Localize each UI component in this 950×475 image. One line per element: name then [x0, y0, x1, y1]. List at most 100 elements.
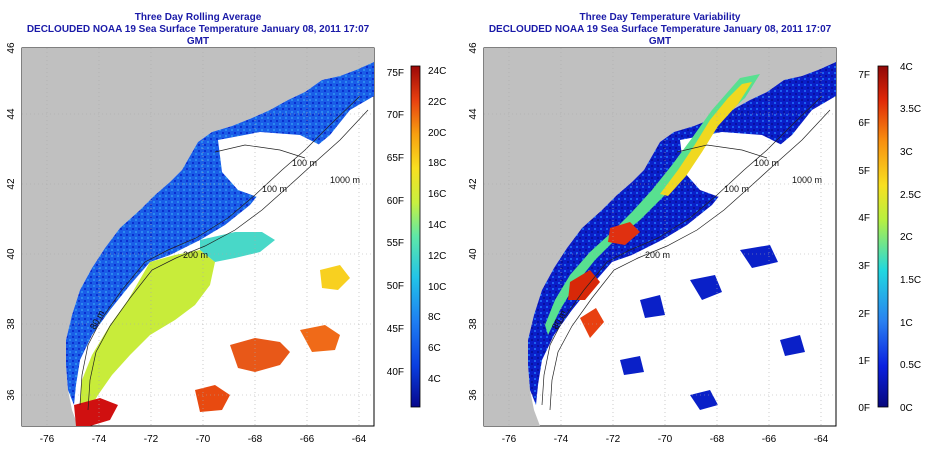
right-cb-f-0: 0F [858, 403, 870, 414]
left-sst-teal [200, 232, 275, 262]
left-contour-label-100-mid: 100 m [262, 184, 287, 194]
left-cb-c-8: 8C [428, 312, 441, 323]
left-cb-f-45: 45F [387, 324, 404, 335]
right-lat-tick-6: 46 [468, 42, 479, 54]
left-lat-tick-3: 40 [6, 248, 17, 260]
right-lat-tick-5: 44 [468, 108, 479, 120]
left-title-line1: Three Day Rolling Average [134, 12, 262, 23]
right-cb-f-6: 6F [858, 118, 870, 129]
left-colorbar-f-labels: 75F 70F 65F 60F 55F 50F 45F 40F [387, 68, 404, 378]
right-map: 100 m 1000 m 100 m 200 m 80 m -76 -74 -7… [468, 42, 837, 445]
right-cb-f-1: 1F [858, 356, 870, 367]
left-contour-label-1000: 1000 m [330, 175, 360, 185]
right-lat-tick-1: 36 [468, 389, 479, 401]
right-cb-f-2: 2F [858, 309, 870, 320]
left-lon-tick-5: -68 [248, 434, 263, 445]
left-lat-axis: 36 38 40 42 44 46 [6, 42, 17, 401]
left-lon-tick-6: -66 [300, 434, 315, 445]
left-cb-c-18: 18C [428, 158, 446, 169]
left-cb-c-12: 12C [428, 251, 446, 262]
left-sst-hot-corner [74, 398, 118, 426]
left-cb-f-50: 50F [387, 281, 404, 292]
right-grid [484, 48, 836, 426]
right-contour-label-200: 200 m [645, 250, 670, 260]
left-title: Three Day Rolling Average DECLOUDED NOAA… [22, 12, 374, 48]
right-cb-c-0-5: 0.5C [900, 360, 921, 371]
right-title-line1: Three Day Temperature Variability [579, 12, 741, 23]
right-var-band-red3 [580, 308, 604, 338]
left-lat-tick-6: 46 [6, 42, 17, 54]
left-lat-tick-1: 36 [6, 389, 17, 401]
right-lon-tick-7: -64 [814, 434, 829, 445]
left-grid [22, 48, 374, 426]
right-title: Three Day Temperature Variability DECLOU… [484, 12, 836, 48]
right-cb-f-5: 5F [858, 166, 870, 177]
left-contour-label-200: 200 m [183, 250, 208, 260]
left-cb-f-40: 40F [387, 367, 404, 378]
right-cb-c-0: 0C [900, 403, 913, 414]
right-colorbar-gradient [877, 65, 889, 408]
left-lat-tick-4: 42 [6, 178, 17, 190]
right-cb-c-1-5: 1.5C [900, 275, 921, 286]
right-contour-label-1000: 1000 m [792, 175, 822, 185]
right-cb-c-2: 2C [900, 232, 913, 243]
left-cb-c-20: 20C [428, 128, 446, 139]
left-lon-tick-1: -76 [40, 434, 55, 445]
right-cb-c-1: 1C [900, 318, 913, 329]
right-title-line2: DECLOUDED NOAA 19 Sea Surface Temperatur… [488, 24, 832, 47]
right-cloud-gap [680, 132, 807, 200]
left-sst-slope [80, 250, 215, 412]
left-cb-f-70: 70F [387, 110, 404, 121]
right-var-band-red2 [568, 270, 600, 300]
right-var-band-red1 [608, 222, 640, 245]
right-cb-f-7: 7F [858, 70, 870, 81]
left-lon-axis: -76 -74 -72 -70 -68 -66 -64 [40, 434, 367, 445]
left-lat-tick-5: 44 [6, 108, 17, 120]
right-land [484, 48, 836, 426]
right-cb-f-3: 3F [858, 261, 870, 272]
right-lat-tick-4: 42 [468, 178, 479, 190]
right-lon-tick-6: -66 [762, 434, 777, 445]
left-cb-c-10: 10C [428, 282, 446, 293]
right-cb-c-3-5: 3.5C [900, 104, 921, 115]
left-cb-c-4: 4C [428, 374, 441, 385]
left-cb-c-6: 6C [428, 343, 441, 354]
left-cb-c-24: 24C [428, 66, 446, 77]
right-lat-tick-2: 38 [468, 318, 479, 330]
right-lon-tick-1: -76 [502, 434, 517, 445]
right-cb-c-4: 4C [900, 62, 913, 73]
left-cb-f-60: 60F [387, 196, 404, 207]
right-lon-tick-4: -70 [658, 434, 673, 445]
left-lon-tick-4: -70 [196, 434, 211, 445]
left-cb-c-14: 14C [428, 220, 446, 231]
left-colorbar-gradient [410, 65, 421, 408]
right-cb-c-3: 3C [900, 147, 913, 158]
left-lon-tick-2: -74 [92, 434, 107, 445]
left-contour-label-100-top: 100 m [292, 158, 317, 168]
left-map: 100 m 1000 m 100 m 200 m 80 m -76 -74 -7… [6, 42, 375, 445]
right-contour-label-100-mid: 100 m [724, 184, 749, 194]
left-sst-yellow-patch [320, 265, 350, 290]
right-lat-axis: 36 38 40 42 44 46 [468, 42, 479, 401]
left-cb-f-75: 75F [387, 68, 404, 79]
right-contour-label-100-top: 100 m [754, 158, 779, 168]
right-contours [541, 95, 831, 411]
left-sst-warm-patch1 [230, 338, 290, 372]
right-colorbar-f-labels: 7F 6F 5F 4F 3F 2F 1F 0F [858, 70, 870, 414]
right-colorbar-c-labels: 4C 3.5C 3C 2.5C 2C 1.5C 1C 0.5C 0C [900, 62, 921, 414]
left-land [22, 48, 374, 426]
left-cb-f-55: 55F [387, 238, 404, 249]
right-lon-tick-5: -68 [710, 434, 725, 445]
right-lon-tick-2: -74 [554, 434, 569, 445]
right-colorbar: 7F 6F 5F 4F 3F 2F 1F 0F 4C 3.5C 3C 2.5C … [858, 62, 921, 414]
left-lon-tick-3: -72 [144, 434, 159, 445]
left-colorbar: 75F 70F 65F 60F 55F 50F 45F 40F 24C 22C … [387, 65, 446, 408]
right-lon-tick-3: -72 [606, 434, 621, 445]
left-cb-c-16: 16C [428, 189, 446, 200]
left-lat-tick-2: 38 [6, 318, 17, 330]
right-var-offshore [620, 245, 805, 410]
right-cb-f-4: 4F [858, 213, 870, 224]
left-sst-warm-patch2 [300, 325, 340, 352]
left-colorbar-c-labels: 24C 22C 20C 18C 16C 14C 12C 10C 8C 6C 4C [428, 66, 446, 385]
